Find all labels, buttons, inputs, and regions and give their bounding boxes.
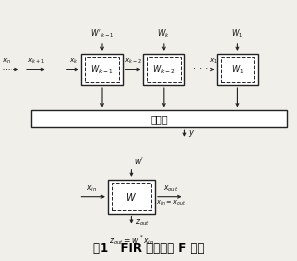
Text: $W_{k-2}$: $W_{k-2}$	[152, 63, 176, 76]
Text: $z_{out}$: $z_{out}$	[135, 217, 150, 228]
Text: $x_{k-2}$: $x_{k-2}$	[124, 57, 142, 66]
Text: $x_{k+1}$: $x_{k+1}$	[27, 57, 45, 66]
Text: $W_1$: $W_1$	[231, 63, 244, 76]
Text: $y$: $y$	[188, 128, 195, 139]
Text: $W_1$: $W_1$	[231, 27, 244, 40]
Text: $x_{in}{=}x_{out}$: $x_{in}{=}x_{out}$	[156, 199, 186, 208]
Text: $W_k$: $W_k$	[157, 27, 170, 40]
Text: $x_{in}$: $x_{in}$	[86, 183, 97, 194]
Bar	[147, 57, 181, 82]
Text: $W_{k-1}$: $W_{k-1}$	[90, 63, 114, 76]
Text: $x_{out}$: $x_{out}$	[163, 183, 179, 194]
Text: $W'_{k-1}$: $W'_{k-1}$	[90, 27, 114, 40]
Bar	[85, 57, 119, 82]
Text: $x_k$: $x_k$	[69, 57, 79, 66]
Bar	[217, 54, 258, 85]
Text: $W$: $W$	[125, 191, 138, 203]
Text: · · ·: · · ·	[193, 64, 208, 74]
Text: $w'$: $w'$	[134, 155, 144, 165]
Text: $x_n$: $x_n$	[2, 57, 11, 66]
Bar	[108, 180, 155, 213]
Bar	[31, 110, 287, 127]
Text: $x_1$: $x_1$	[209, 57, 218, 66]
Text: 加法器: 加法器	[151, 114, 168, 124]
Bar	[81, 54, 123, 85]
Bar	[143, 54, 184, 85]
Text: 图1   FIR 脉动阵列 F 结构: 图1 FIR 脉动阵列 F 结构	[94, 242, 205, 254]
Text: $z_{out}{=}w^*x_{in}$: $z_{out}{=}w^*x_{in}$	[109, 233, 154, 247]
Bar	[221, 57, 254, 82]
Bar	[112, 183, 151, 210]
